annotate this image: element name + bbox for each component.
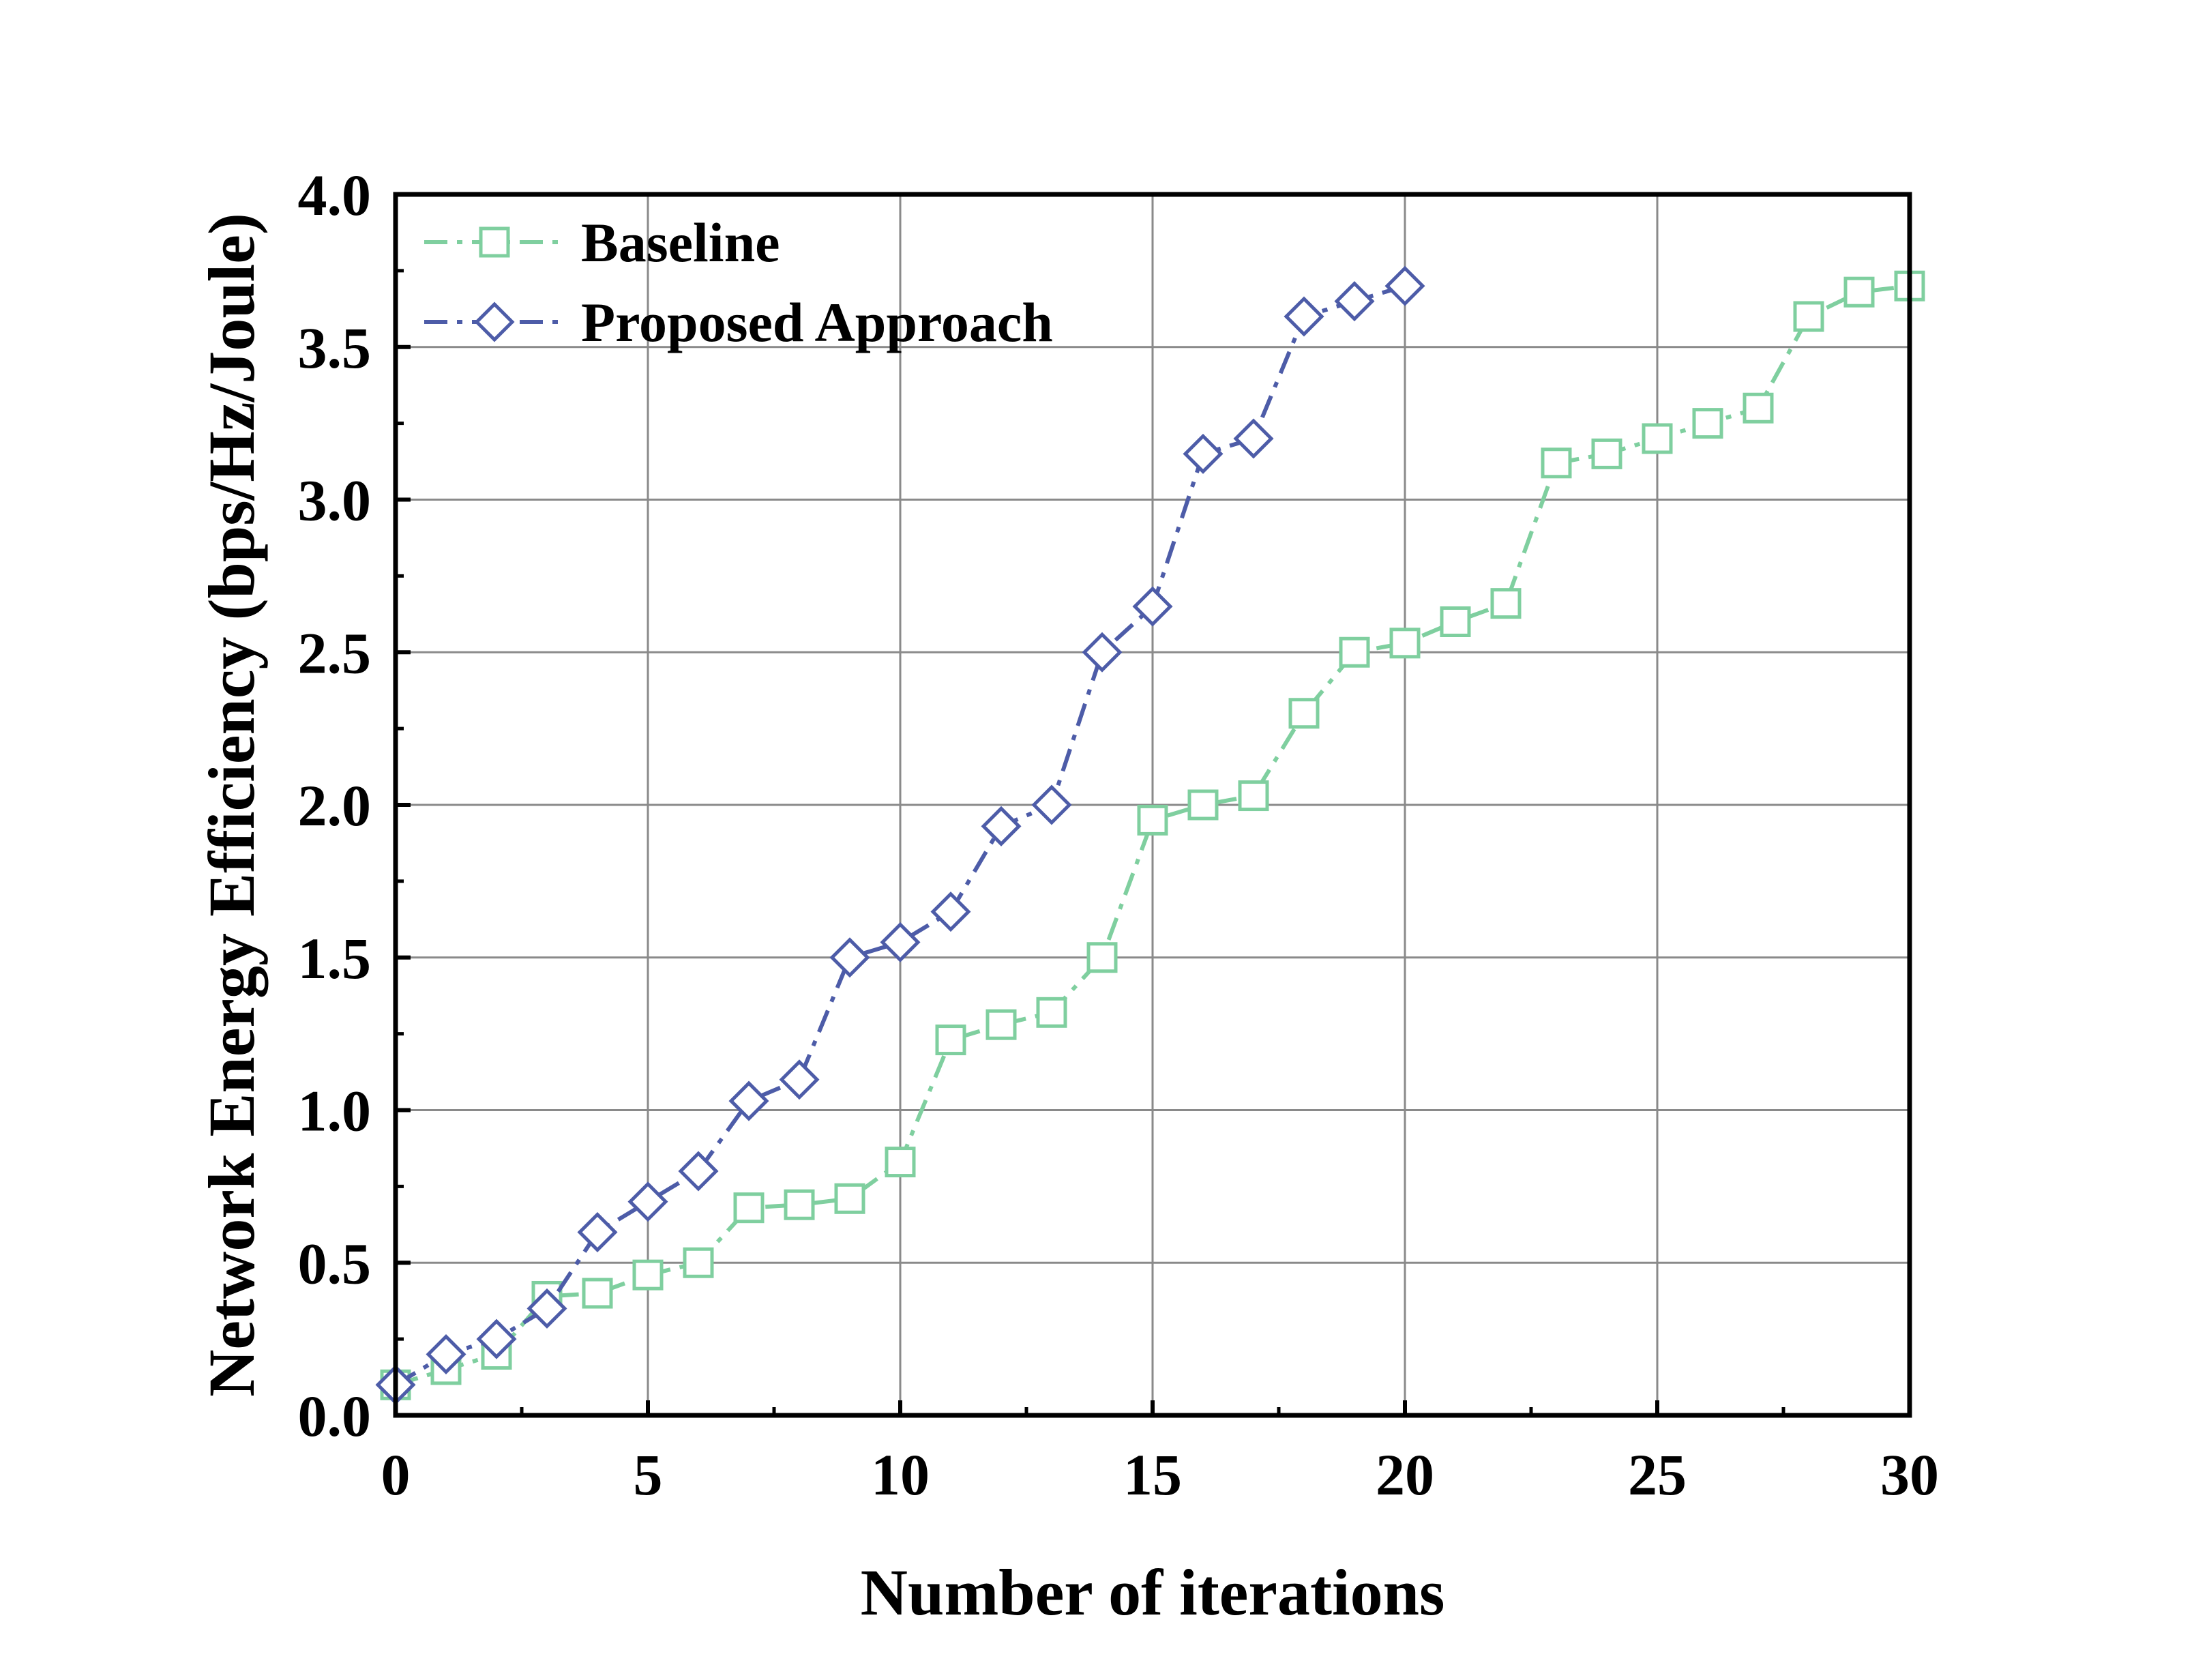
data-point-square [1541, 447, 1572, 479]
data-point-square [1642, 423, 1673, 454]
data-point-diamond [678, 1151, 719, 1192]
y-tick-label: 2.0 [298, 773, 372, 838]
data-point-diamond [779, 1059, 820, 1100]
legend-label: Proposed Approach [581, 291, 1053, 353]
data-point-diamond [880, 922, 921, 962]
data-point-diamond [829, 937, 870, 978]
x-tick-label: 30 [1880, 1442, 1939, 1507]
data-point-square [1036, 997, 1067, 1028]
data-point-diamond [728, 1080, 769, 1121]
data-point-square [1086, 942, 1118, 973]
legend: Baseline Proposed Approach [424, 211, 1053, 353]
data-point-square [683, 1247, 714, 1278]
data-point-square [1440, 606, 1471, 637]
data-point-diamond [1132, 586, 1173, 627]
data-point-square [1238, 780, 1269, 812]
legend-marker-square [479, 226, 510, 258]
y-tick-label: 0.5 [298, 1230, 372, 1296]
x-tick-label: 25 [1628, 1442, 1687, 1507]
data-point-diamond [527, 1288, 567, 1329]
series-layer [375, 265, 1925, 1405]
x-axis-title: Number of iterations [861, 1556, 1445, 1629]
data-point-square [1591, 438, 1622, 469]
data-point-square [885, 1147, 916, 1178]
series-group [375, 265, 1425, 1405]
y-tick-label: 4.0 [298, 162, 372, 228]
data-point-square [1187, 789, 1219, 821]
ticks: 0 5 10 15 20 25 30 0.0 0.5 1.0 1.5 2.0 2.5 3.0 3.5 4.0 [298, 162, 1940, 1507]
series-group [380, 270, 1925, 1400]
data-point-diamond [981, 806, 1022, 846]
y-tick-label: 3.5 [298, 315, 372, 381]
data-point-square [834, 1183, 865, 1214]
data-point-square [784, 1189, 815, 1220]
x-tick-label: 5 [634, 1442, 663, 1507]
x-tick-label: 10 [871, 1442, 930, 1507]
data-point-square [1843, 276, 1875, 308]
data-point-square [935, 1025, 966, 1056]
data-point-square [733, 1192, 765, 1224]
data-point-diamond [476, 1318, 517, 1359]
data-point-square [1490, 588, 1522, 619]
y-tick-label: 3.0 [298, 468, 372, 533]
data-point-diamond [1183, 433, 1224, 474]
y-tick-label: 0.0 [298, 1383, 372, 1449]
data-point-diamond [1334, 281, 1375, 322]
data-point-diamond [1082, 632, 1123, 673]
x-tick-label: 15 [1123, 1442, 1182, 1507]
data-point-diamond [426, 1333, 466, 1375]
data-point-diamond [1284, 296, 1324, 337]
y-tick-label: 1.5 [298, 926, 372, 991]
y-tick-label: 2.5 [298, 620, 372, 686]
data-point-square [1339, 636, 1370, 668]
data-point-diamond [627, 1181, 668, 1222]
data-point-square [1743, 392, 1774, 424]
data-point-diamond [930, 891, 971, 932]
data-point-square [582, 1278, 613, 1309]
data-point-diamond [1031, 784, 1072, 825]
x-tick-label: 0 [381, 1442, 411, 1507]
data-point-square [985, 1009, 1017, 1040]
data-point-diamond [1384, 265, 1425, 306]
data-point-square [1793, 301, 1824, 332]
legend-label: Baseline [581, 211, 780, 274]
data-point-square [1137, 804, 1168, 836]
data-point-diamond [1233, 418, 1274, 459]
data-point-square [1288, 698, 1320, 729]
data-point-square [1389, 628, 1421, 659]
x-tick-label: 20 [1376, 1442, 1434, 1507]
data-point-diamond [577, 1211, 618, 1253]
data-point-square [632, 1259, 664, 1291]
legend-marker-diamond [474, 301, 515, 342]
y-axis-title: Network Energy Efficiency (bps/Hz/Joule) [195, 213, 268, 1397]
data-point-square [1692, 408, 1723, 439]
y-tick-label: 1.0 [298, 1078, 372, 1144]
